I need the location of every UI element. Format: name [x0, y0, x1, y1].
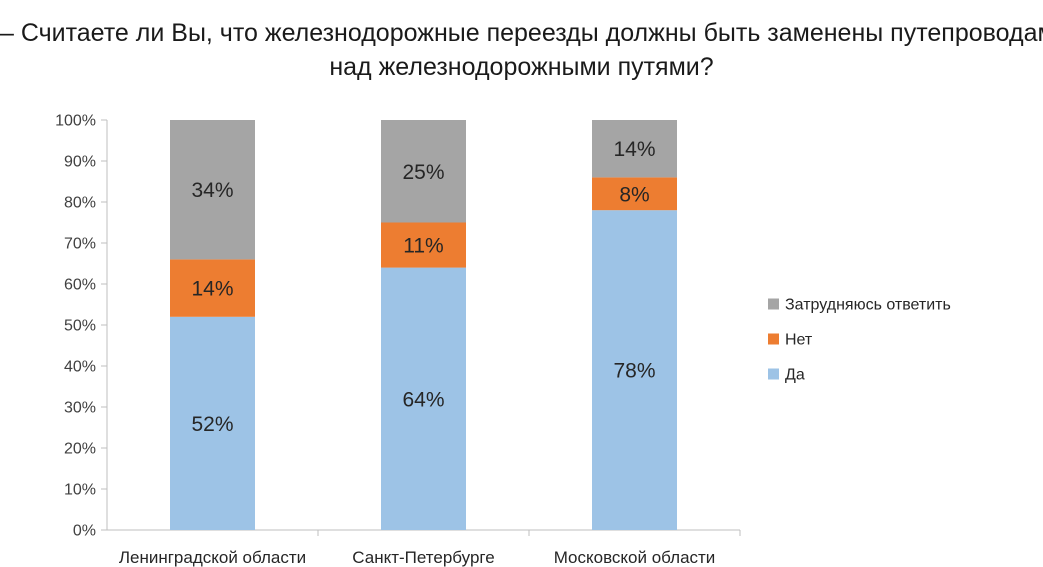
- data-label: 8%: [619, 183, 649, 206]
- category-label: Ленинградской области: [119, 548, 306, 567]
- legend-swatch: [768, 333, 779, 345]
- chart-title: – Считаете ли Вы, что железнодорожные пе…: [0, 16, 1043, 84]
- data-label: 14%: [613, 138, 655, 161]
- bar-segment: [170, 259, 255, 317]
- data-label: 25%: [402, 161, 444, 184]
- bar-segment: [381, 120, 466, 223]
- data-label: 14%: [191, 278, 233, 301]
- bar-segment: [592, 120, 677, 178]
- y-tick-label: 20%: [64, 441, 96, 458]
- legend-swatch: [768, 368, 779, 380]
- y-tick-label: 60%: [64, 277, 96, 294]
- y-tick-label: 50%: [64, 318, 96, 335]
- y-tick-label: 70%: [64, 236, 96, 253]
- data-label: 64%: [402, 388, 444, 411]
- bar-segment: [592, 210, 677, 530]
- y-tick-label: 80%: [64, 195, 96, 212]
- legend-swatch: [768, 298, 779, 310]
- data-label: 11%: [403, 235, 443, 258]
- y-tick-label: 100%: [55, 113, 96, 130]
- data-label: 34%: [191, 179, 233, 202]
- bar-segment: [381, 267, 466, 530]
- bar-segment: [170, 120, 255, 260]
- data-label: 78%: [613, 360, 655, 383]
- data-label: 52%: [191, 413, 233, 436]
- y-tick-label: 10%: [64, 482, 96, 499]
- y-tick-label: 0%: [73, 523, 96, 540]
- bar-segment: [170, 316, 255, 530]
- legend-label: Затрудняюсь ответить: [785, 297, 951, 314]
- legend-label: Да: [785, 367, 805, 384]
- y-tick-label: 90%: [64, 154, 96, 171]
- y-tick-label: 40%: [64, 359, 96, 376]
- chart-title-line-2: над железнодорожными путями?: [329, 53, 714, 81]
- y-tick-label: 30%: [64, 400, 96, 417]
- legend-label: Нет: [785, 332, 813, 349]
- category-label: Московской области: [554, 548, 716, 567]
- bar-segment: [592, 177, 677, 211]
- category-label: Санкт-Петербурге: [352, 548, 494, 567]
- bar-segment: [381, 222, 466, 268]
- chart-title-line-1: – Считаете ли Вы, что железнодорожные пе…: [0, 19, 1043, 47]
